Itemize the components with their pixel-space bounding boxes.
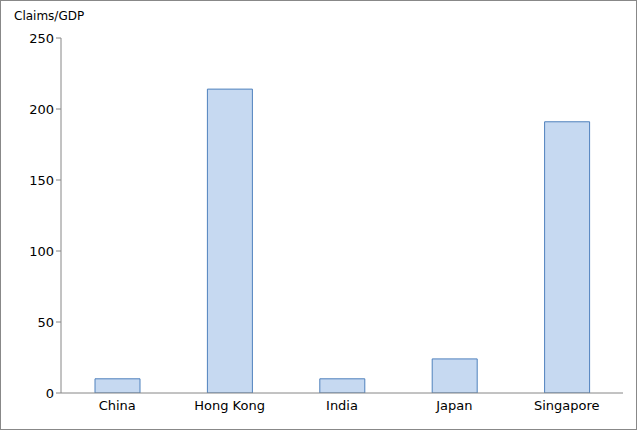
svg-text:200: 200 — [29, 102, 54, 117]
svg-text:China: China — [99, 398, 136, 413]
svg-text:250: 250 — [29, 31, 54, 46]
html-text:Claims/GDP: Claims/GDP — [14, 9, 85, 23]
svg-text:India: India — [326, 398, 358, 413]
svg-text:50: 50 — [37, 315, 54, 330]
svg-text:0: 0 — [46, 386, 54, 401]
svg-text:100: 100 — [29, 244, 54, 259]
svg-text:Hong Kong: Hong Kong — [194, 398, 265, 413]
svg-text:Singapore: Singapore — [534, 398, 600, 413]
svg-text:Japan: Japan — [435, 398, 472, 413]
svg-text:150: 150 — [29, 173, 54, 188]
